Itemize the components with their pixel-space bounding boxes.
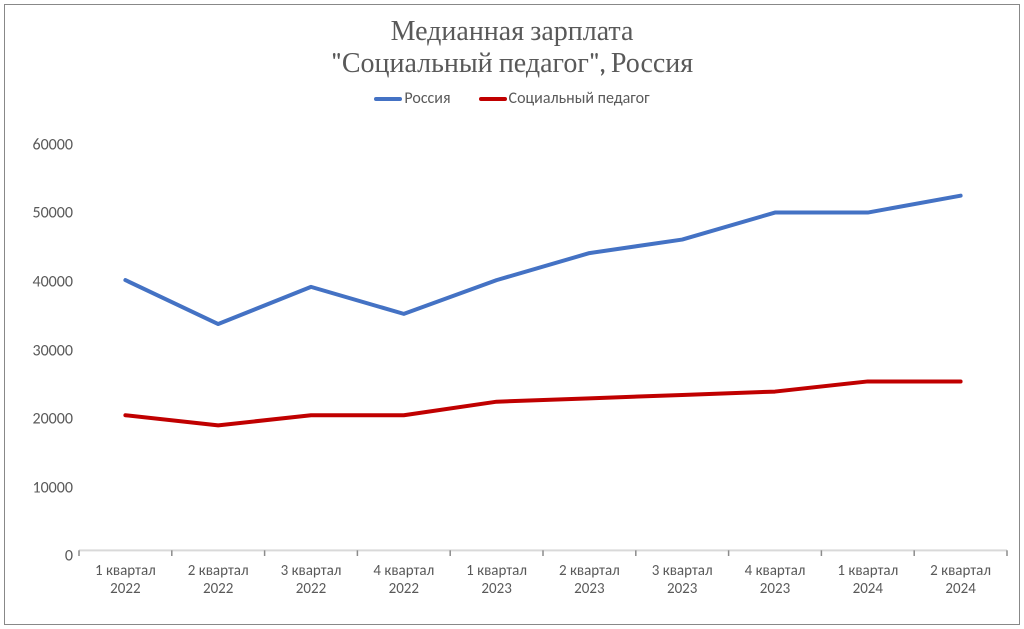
legend-item-russia: Россия [374,89,450,108]
legend-label-russia: Россия [404,89,450,108]
legend-item-social: Социальный педагог [479,89,650,108]
y-tick-label: 0 [17,547,73,566]
y-tick-label: 10000 [17,478,73,497]
y-axis-labels: 0100002000030000400005000060000 [17,145,79,556]
chart-title-line2: "Социальный педагог", Россия [331,47,693,79]
legend: Россия Социальный педагог [5,89,1019,108]
y-tick-label: 50000 [17,204,73,223]
x-tick-label: 3 квартал2022 [281,562,342,598]
x-axis-labels: 1 квартал2022 2 квартал2022 3 квартал2022 4… [79,562,1007,612]
series-line [125,196,960,324]
legend-swatch-social [479,97,507,101]
chart-title: Медианная зарплата "Социальный педагог",… [5,5,1019,79]
y-tick-label: 30000 [17,341,73,360]
y-tick-label: 60000 [17,136,73,155]
x-tick-label: 2 квартал2024 [930,562,991,598]
plot-area: 0100002000030000400005000060000 1 кварта… [17,145,1007,612]
y-tick-label: 20000 [17,409,73,428]
series-line [125,381,960,425]
y-tick-label: 40000 [17,272,73,291]
x-tick-label: 2 квартал2022 [188,562,249,598]
plot [79,145,1007,556]
x-tick-label: 4 квартал2022 [373,562,434,598]
chart-title-line1: Медианная зарплата [391,15,634,47]
legend-label-social: Социальный педагог [509,89,650,108]
legend-swatch-russia [374,97,402,101]
x-tick-label: 3 квартал2023 [652,562,713,598]
chart-container: Медианная зарплата "Социальный педагог",… [4,4,1020,625]
x-tick-label: 1 квартал2024 [837,562,898,598]
x-tick-label: 2 квартал2023 [559,562,620,598]
x-tick-label: 1 квартал2023 [466,562,527,598]
chart-svg [79,145,1007,556]
x-tick-label: 1 квартал2022 [95,562,156,598]
x-tick-label: 4 квартал2023 [745,562,806,598]
